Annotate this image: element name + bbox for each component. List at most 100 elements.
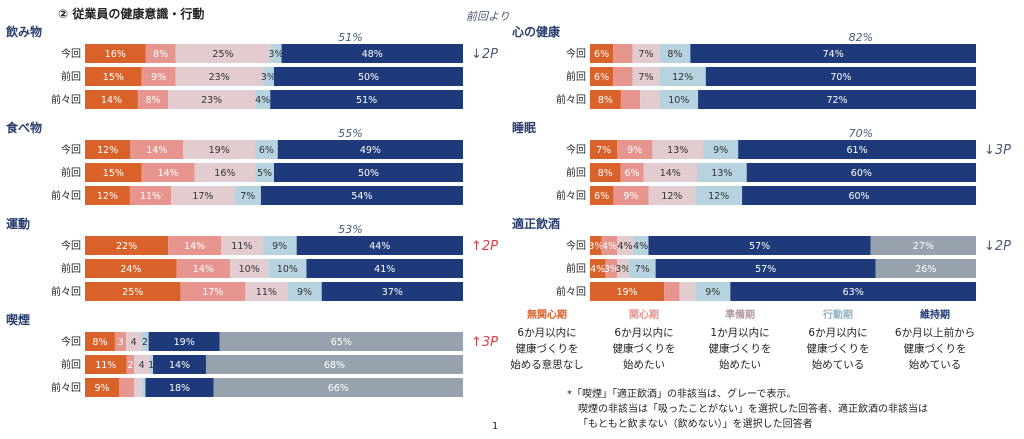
legend-name: 維持期 (920, 308, 950, 321)
data-label: 18% (169, 383, 190, 394)
data-label: 8% (153, 49, 168, 60)
legend-desc: 6か月以内に (808, 326, 867, 339)
bar-segment-junbi (617, 259, 629, 278)
bar-segment-kodo (141, 332, 149, 351)
data-label: 44% (369, 241, 390, 252)
data-label: 4% (590, 264, 605, 275)
chart-title: 心の健康 (512, 24, 561, 39)
bar-segment-kanshin (617, 140, 653, 159)
data-label: 66% (328, 383, 349, 394)
row-label: 前回 (61, 70, 81, 83)
chart-title: 適正飲酒 (512, 216, 560, 231)
data-label: 70% (830, 72, 851, 83)
row-label: 前々回 (556, 189, 586, 202)
trend-label: ↓2P (984, 239, 1011, 254)
bar-segment-mukanshin (85, 236, 169, 255)
bar-segment-mukanshin (590, 140, 618, 159)
data-label: 74% (823, 49, 844, 60)
bar-segment-iji (738, 140, 976, 159)
bar-segment-mukanshin (85, 355, 127, 374)
bar-segment-junbi (648, 186, 696, 205)
footnote-line: 喫煙の非該当は「吸ったことがない」を選択した回答者、適正飲酒の非該当は (578, 402, 928, 415)
row-label: 前々回 (51, 381, 81, 394)
row-label: 今回 (61, 335, 81, 348)
bar-segment-kanshin (130, 140, 184, 159)
bar-segment-kodo (628, 259, 656, 278)
bar-segment-mukanshin (85, 282, 181, 301)
data-label: 4 (139, 360, 145, 371)
row-label: 前々回 (51, 93, 81, 106)
data-label: 19% (174, 337, 195, 348)
trend-label: ↓3P (984, 143, 1011, 158)
data-label: 9% (705, 287, 720, 298)
bar-segment-junbi (221, 236, 263, 255)
legend-desc: 6か月以内に (517, 326, 576, 339)
bar-segment-iji (274, 67, 463, 86)
data-label: 19% (209, 145, 230, 156)
data-label: 14% (184, 241, 205, 252)
bar-segment-kodo (697, 163, 747, 182)
comparison-note: 前回より (466, 10, 510, 23)
bar-segment-junbi (171, 186, 235, 205)
bar-segment-mukanshin (590, 44, 614, 63)
data-label: 9% (627, 145, 642, 156)
bar-segment-junbi (632, 67, 660, 86)
data-label: 16% (105, 49, 126, 60)
data-label: 12% (672, 72, 693, 83)
legend-desc: 6か月以上前から (895, 326, 975, 339)
data-label: 5% (257, 168, 272, 179)
bar-segment-kanshin (141, 67, 176, 86)
chart-title: 運動 (6, 216, 30, 231)
bar-segment-junbi (652, 140, 704, 159)
bar-segment-mukanshin (85, 67, 142, 86)
data-label: 4% (602, 241, 617, 252)
data-label: 12% (661, 191, 682, 202)
legend-desc: 1か月以内に (710, 326, 769, 339)
aggregate-note: 70% (849, 127, 873, 140)
data-label: 6% (259, 145, 274, 156)
data-label: 13% (711, 168, 732, 179)
data-label: 51% (356, 95, 377, 106)
chart-title: 飲み物 (5, 24, 42, 39)
data-label: 9% (623, 191, 638, 202)
row-label: 今回 (61, 143, 81, 156)
row-label: 前回 (61, 358, 81, 371)
data-label: 10% (668, 95, 689, 106)
data-label: 26% (915, 264, 936, 275)
chart-title: 喫煙 (6, 312, 30, 327)
row-label: 今回 (566, 239, 586, 252)
bar-segment-kodo (255, 140, 278, 159)
legend-desc: 始める意思なし (510, 358, 584, 371)
data-label: 3% (268, 49, 283, 60)
data-label: 9% (297, 287, 312, 298)
legend-desc: 健康づくりを (516, 342, 579, 355)
data-label: 25% (122, 287, 143, 298)
data-label: 65% (331, 337, 352, 348)
bar-segment-junbi (175, 67, 263, 86)
bar-segment-kanshin (137, 90, 169, 109)
legend-desc: 始めたい (623, 358, 665, 371)
bar-segment-kodo (234, 186, 261, 205)
trend-label: ↑3P (471, 335, 498, 350)
bar-segment-mukanshin (85, 259, 177, 278)
data-label: 12% (708, 191, 729, 202)
bar-segment-junbi (679, 282, 696, 301)
data-label: 12% (97, 191, 118, 202)
bar-segment-mukanshin (85, 44, 146, 63)
aggregate-note: 82% (849, 31, 873, 44)
data-label: 3% (615, 264, 630, 275)
data-label: 57% (749, 241, 770, 252)
legend-name: 準備期 (725, 308, 755, 321)
row-label: 前々回 (51, 285, 81, 298)
data-label: 15% (103, 168, 124, 179)
bar-segment-junbi (245, 282, 288, 301)
bar-segment-junbi (183, 140, 256, 159)
data-label: 9% (94, 383, 109, 394)
aggregate-note: 55% (338, 127, 362, 140)
bar-segment-iji (306, 259, 463, 278)
row-label: 今回 (566, 143, 586, 156)
